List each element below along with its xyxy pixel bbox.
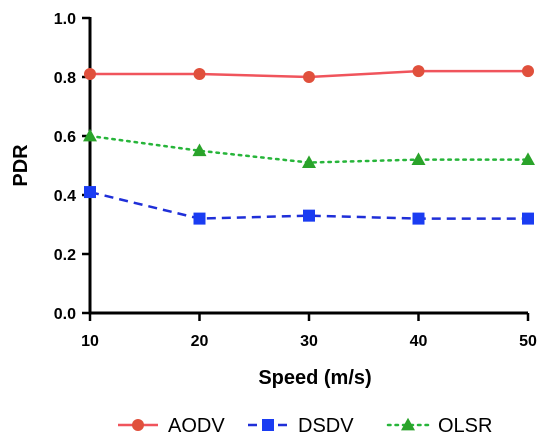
x-tick-label: 10 bbox=[81, 333, 99, 350]
x-tick-label: 20 bbox=[191, 333, 209, 350]
legend-label-aodv: AODV bbox=[168, 415, 225, 437]
y-axis-title: PDR bbox=[10, 144, 32, 187]
data-point-dsdv bbox=[522, 212, 534, 225]
y-tick-label: 0.8 bbox=[54, 70, 76, 87]
data-point-aodv bbox=[84, 68, 96, 81]
legend-label-dsdv: DSDV bbox=[298, 415, 354, 437]
data-point-olsr bbox=[411, 152, 426, 165]
legend: AODV DSDV OLSR bbox=[118, 415, 492, 437]
y-tick-label: 0.0 bbox=[54, 306, 76, 323]
data-point-aodv bbox=[303, 71, 315, 83]
x-axis-title: Speed (m/s) bbox=[258, 367, 371, 389]
data-point-olsr bbox=[83, 128, 97, 142]
data-point-dsdv bbox=[412, 212, 425, 225]
data-point-dsdv bbox=[303, 209, 315, 222]
data-point-dsdv bbox=[84, 186, 96, 199]
data-point-olsr bbox=[192, 143, 207, 157]
legend-marker-aodv bbox=[132, 419, 144, 431]
x-tick-label: 30 bbox=[300, 333, 318, 350]
legend-marker-dsdv bbox=[262, 419, 274, 431]
legend-label-olsr: OLSR bbox=[438, 415, 492, 437]
y-tick-label: 1.0 bbox=[54, 11, 76, 28]
data-point-aodv bbox=[193, 68, 206, 81]
data-point-aodv bbox=[412, 65, 425, 78]
series-line-dsdv bbox=[89, 190, 528, 220]
x-tick-label: 50 bbox=[519, 333, 537, 350]
legend-marker-olsr bbox=[401, 417, 415, 431]
data-point-dsdv bbox=[193, 212, 206, 225]
y-tick-label: 0.2 bbox=[54, 247, 76, 264]
plot-area: 0.0 0.2 0.4 0.6 0.8 1.0 10 20 30 40 50 bbox=[54, 11, 537, 350]
x-tick-label: 40 bbox=[410, 333, 428, 350]
data-point-aodv bbox=[522, 65, 534, 78]
data-point-olsr bbox=[302, 155, 316, 168]
data-point-olsr bbox=[521, 152, 535, 165]
y-tick-label: 0.4 bbox=[54, 188, 76, 205]
y-tick-label: 0.6 bbox=[54, 129, 76, 146]
